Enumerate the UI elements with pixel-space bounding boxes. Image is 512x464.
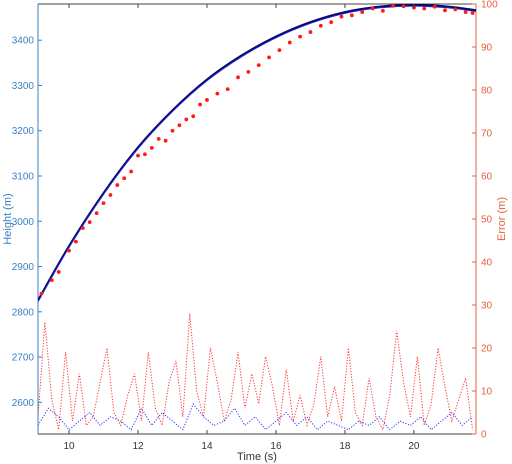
axes-group — [37, 3, 477, 435]
measurement-point — [443, 8, 447, 13]
measurement-point — [432, 4, 437, 9]
measurement-point — [136, 153, 140, 158]
measurement-point — [108, 193, 113, 197]
measurement-point — [391, 4, 396, 8]
trajectory-line-overlay — [38, 5, 476, 302]
measurement-point — [101, 201, 106, 206]
x-axis-title: Time (s) — [237, 451, 277, 463]
y-right-tick-label: 30 — [481, 301, 493, 312]
measurement-point — [94, 211, 99, 216]
measurement-point — [246, 69, 251, 74]
measurement-point — [298, 34, 303, 39]
error-line-red — [38, 313, 474, 432]
x-tick-label: 18 — [339, 441, 351, 452]
y-axis-left-title: Height (m) — [2, 193, 14, 244]
x-tick-label: 14 — [201, 441, 213, 452]
y-left-tick-label: 2800 — [12, 307, 35, 318]
y-right-tick-label: 50 — [481, 215, 493, 226]
measurement-point — [163, 138, 168, 143]
measurement-point — [236, 75, 240, 80]
y-left-tick-label: 3200 — [12, 126, 35, 137]
measurement-point — [129, 169, 134, 174]
measurement-point — [198, 102, 202, 107]
measurement-point — [156, 136, 161, 141]
measurement-point — [67, 248, 71, 253]
measurement-point — [215, 91, 220, 96]
y-right-tick-label: 0 — [481, 430, 487, 441]
measurement-point — [143, 152, 147, 157]
measurement-point — [256, 63, 261, 68]
measurement-point — [380, 8, 385, 13]
y-left-tick-label: 2600 — [12, 398, 35, 409]
measurement-point — [225, 87, 230, 91]
measurement-point — [80, 226, 85, 230]
measurement-point — [339, 14, 344, 19]
y-right-tick-label: 60 — [481, 172, 493, 183]
y-right-tick-label: 80 — [481, 86, 493, 97]
measurement-point — [39, 291, 44, 296]
measurement-point — [87, 220, 92, 225]
y-left-tick-label: 2900 — [12, 262, 35, 273]
y-axis-right-title: Error (m) — [496, 197, 508, 241]
x-tick-label: 10 — [63, 441, 75, 452]
measurement-point — [470, 11, 475, 15]
y-left-tick-label: 3100 — [12, 172, 35, 183]
measurement-point — [401, 4, 406, 9]
x-tick-label: 20 — [408, 441, 420, 452]
measurement-point — [115, 183, 120, 187]
y-left-tick-label: 3400 — [12, 36, 35, 47]
measurement-point — [184, 117, 189, 122]
measurement-point — [287, 40, 292, 45]
x-tick-label: 12 — [132, 441, 144, 452]
error-line-blue — [38, 402, 473, 431]
y-left-tick-label: 3300 — [12, 81, 35, 92]
measurement-point — [49, 278, 54, 283]
measurement-point — [74, 239, 78, 244]
ticks-group: 10 12 14 16 18 20 2600 2700 2800 2900 3000 3100 3200… — [12, 0, 498, 452]
measurement-point — [205, 98, 209, 102]
y-right-tick-label: 90 — [481, 43, 493, 54]
measurement-point — [56, 270, 61, 274]
measurement-point — [349, 13, 354, 18]
y-right-tick-label: 10 — [481, 387, 493, 398]
y-right-tick-label: 100 — [481, 0, 498, 11]
series-group — [38, 4, 476, 432]
measurement-point — [329, 20, 334, 25]
x-tick-label: 16 — [270, 441, 282, 452]
trajectory-line — [38, 4, 476, 302]
y-left-tick-label: 2700 — [12, 353, 35, 364]
measurement-point — [422, 6, 427, 11]
measurement-point — [277, 48, 282, 53]
y-right-tick-label: 70 — [481, 129, 493, 140]
measurement-point — [308, 30, 313, 34]
y-left-tick-label: 3000 — [12, 217, 35, 228]
measurement-point — [360, 10, 365, 15]
measurement-point — [122, 176, 127, 181]
measurement-point — [191, 114, 196, 119]
measurement-point — [149, 146, 154, 150]
measurement-point — [463, 10, 468, 15]
measurement-point — [170, 128, 175, 133]
measurement-point — [318, 23, 323, 28]
measurement-point — [370, 6, 375, 11]
y-right-tick-label: 40 — [481, 258, 493, 269]
y-right-tick-label: 20 — [481, 344, 493, 355]
measurement-point — [177, 123, 182, 128]
measurement-point — [267, 55, 271, 60]
measurement-point — [453, 7, 458, 12]
